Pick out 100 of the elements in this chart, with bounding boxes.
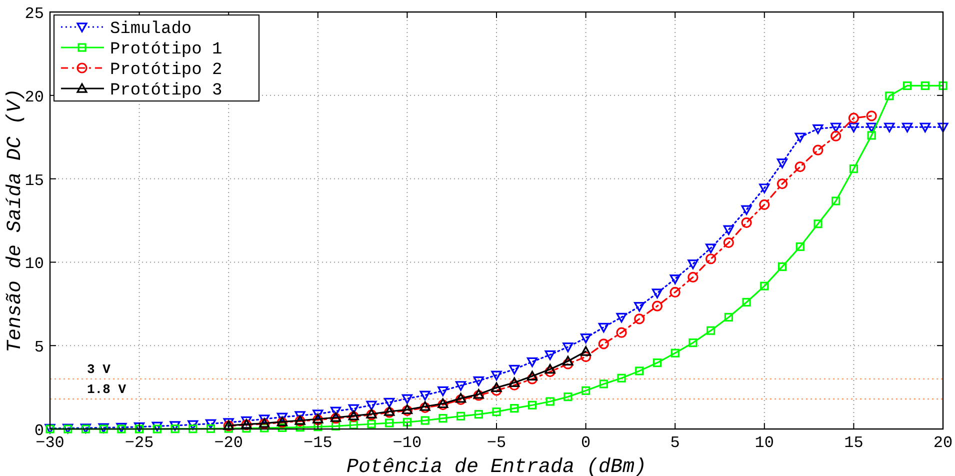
point <box>759 184 770 194</box>
point <box>312 410 324 420</box>
point <box>830 122 842 132</box>
point <box>849 164 858 174</box>
point <box>546 397 554 406</box>
point <box>314 422 322 432</box>
point <box>562 358 574 370</box>
point <box>188 420 198 430</box>
point <box>706 326 716 335</box>
point <box>170 421 180 431</box>
point <box>510 404 519 413</box>
x-tick-label: 5 <box>670 434 680 452</box>
point <box>384 398 395 408</box>
y-axis-title: Tensão de Saída DC (V) <box>4 88 27 353</box>
point <box>580 334 592 344</box>
x-axis-title: Potência de Entrada (dBm) <box>346 456 647 476</box>
point <box>867 131 876 140</box>
point <box>652 300 663 312</box>
point <box>723 237 734 248</box>
legend-label: Simulado <box>110 20 192 39</box>
point <box>402 394 412 404</box>
point <box>562 356 574 366</box>
point <box>794 161 806 172</box>
point <box>652 288 663 298</box>
x-tick-label: 15 <box>844 434 864 452</box>
x-tick-label: −25 <box>124 434 154 452</box>
point <box>670 274 680 284</box>
point <box>278 423 286 432</box>
point <box>491 370 502 380</box>
point <box>491 385 502 396</box>
point <box>616 327 627 338</box>
point <box>616 312 627 323</box>
point <box>544 350 556 360</box>
point <box>455 381 466 391</box>
point <box>848 112 859 124</box>
point <box>544 366 556 378</box>
point <box>526 374 538 384</box>
point <box>742 298 751 307</box>
ref-line-label: 3 V <box>87 362 111 377</box>
point <box>598 338 609 350</box>
point <box>473 376 484 386</box>
y-tick-label: 5 <box>34 338 44 357</box>
point <box>670 286 680 298</box>
point <box>634 314 645 324</box>
point <box>920 122 930 132</box>
point <box>206 424 216 433</box>
point <box>509 380 520 390</box>
point <box>830 130 842 142</box>
point <box>812 144 824 156</box>
point <box>776 178 788 190</box>
point <box>152 424 162 434</box>
legend-label: Protótipo 3 <box>110 82 222 100</box>
point <box>526 370 538 381</box>
point <box>796 242 804 251</box>
x-tick-label: 20 <box>933 434 953 452</box>
point <box>938 81 948 90</box>
point <box>349 420 358 430</box>
point <box>509 377 520 388</box>
y-tick-label: 25 <box>24 5 44 23</box>
point <box>582 386 590 395</box>
point <box>259 414 270 424</box>
point <box>402 418 412 426</box>
point <box>134 422 145 432</box>
point <box>741 205 752 215</box>
point <box>902 122 913 132</box>
point <box>526 357 538 368</box>
x-tick-label: 0 <box>580 434 591 452</box>
point <box>599 380 608 388</box>
point <box>778 262 787 272</box>
point <box>580 346 592 356</box>
point <box>205 419 216 429</box>
point <box>438 386 448 396</box>
point <box>385 418 394 428</box>
point <box>706 244 716 254</box>
point <box>188 424 198 434</box>
point <box>331 422 340 430</box>
point <box>634 302 645 312</box>
point <box>456 412 466 420</box>
point <box>920 81 930 90</box>
point <box>617 374 626 382</box>
x-tick-label: −10 <box>392 434 422 452</box>
point <box>492 408 501 416</box>
y-tick-label: 20 <box>24 88 44 106</box>
point <box>152 422 162 432</box>
y-tick-label: 10 <box>24 255 44 274</box>
point <box>814 220 822 228</box>
point <box>794 132 806 142</box>
point <box>170 424 180 434</box>
point <box>562 342 574 352</box>
x-tick-label: −15 <box>303 434 332 452</box>
point <box>832 196 840 206</box>
point <box>420 416 430 425</box>
point <box>688 272 698 283</box>
point <box>491 382 502 392</box>
point <box>294 411 306 421</box>
point <box>135 424 144 434</box>
point <box>580 351 592 362</box>
point <box>276 412 288 422</box>
point <box>866 110 877 122</box>
point <box>724 312 733 322</box>
